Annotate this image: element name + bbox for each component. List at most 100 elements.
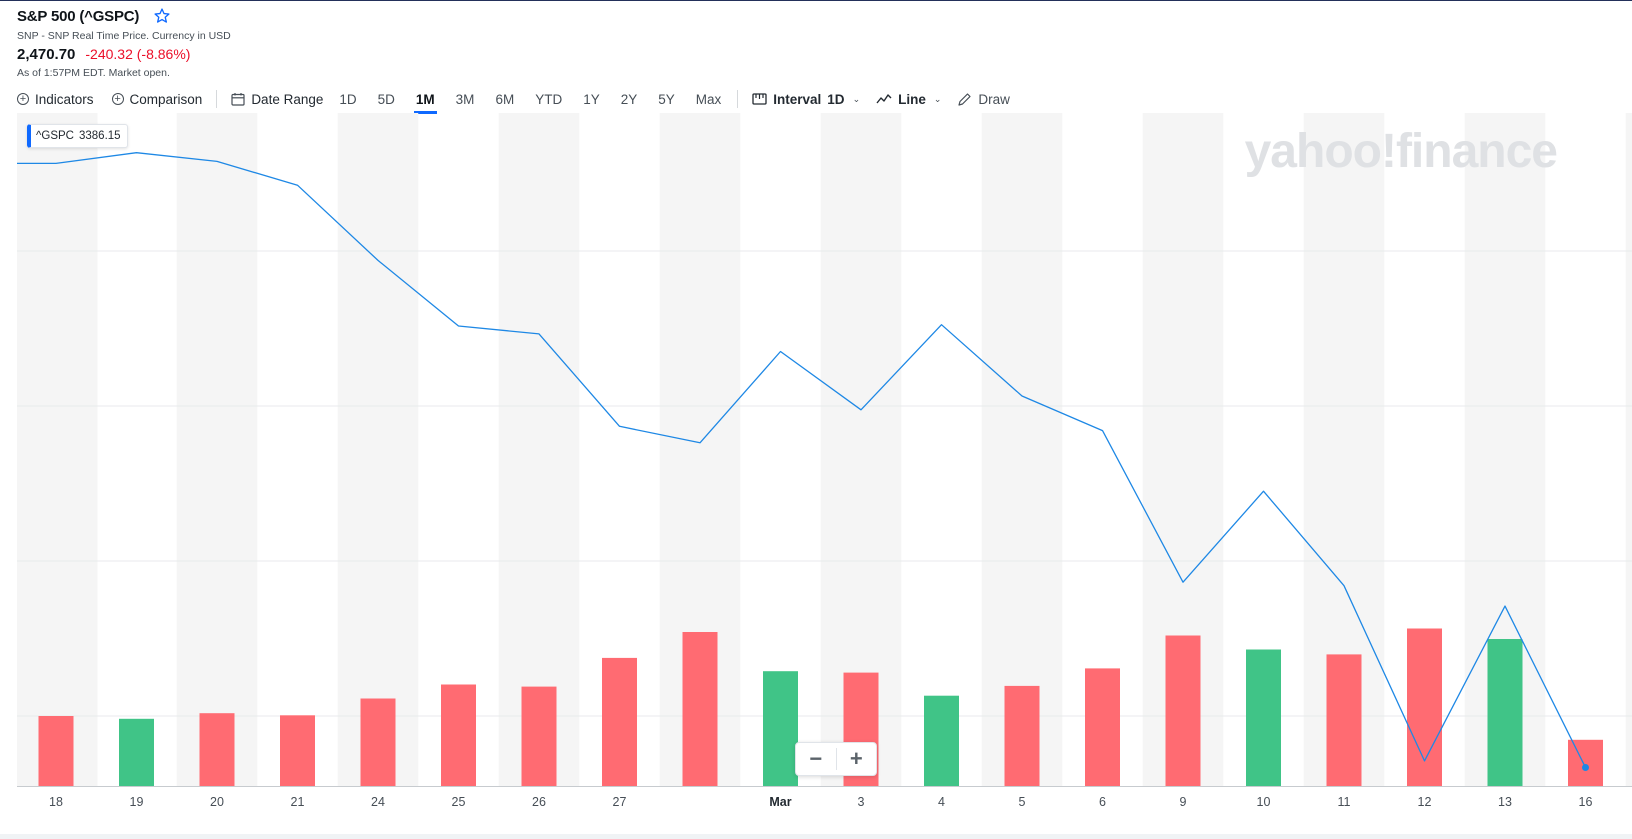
- range-button-6m[interactable]: 6M: [495, 91, 515, 107]
- toolbar-divider: [216, 90, 218, 108]
- watchlist-star-icon[interactable]: [153, 7, 171, 25]
- price-tag: ^GSPC 3386.15: [27, 124, 128, 148]
- chart-type-label: Line: [898, 91, 926, 107]
- quote-title: S&P 500 (^GSPC): [17, 7, 140, 25]
- x-tick-label: 11: [1338, 795, 1351, 809]
- top-border: [0, 0, 1632, 1]
- volume-bar: [602, 657, 637, 786]
- range-button-5y[interactable]: 5Y: [658, 91, 675, 107]
- volume-bar: [1085, 668, 1120, 786]
- column-band: [498, 113, 580, 786]
- volume-bar: [1165, 635, 1201, 786]
- date-range-label: Date Range: [251, 91, 324, 107]
- quote-header: S&P 500 (^GSPC) SNP - SNP Real Time Pric…: [17, 6, 231, 80]
- price-change: -240.32 (-8.86%): [85, 46, 191, 62]
- plus-circle-icon: +: [17, 93, 29, 105]
- comparison-label: Comparison: [129, 91, 203, 107]
- date-range-button[interactable]: Date Range: [231, 92, 323, 107]
- indicators-button[interactable]: + Indicators: [17, 92, 94, 107]
- zoom-controls: − +: [795, 742, 877, 776]
- x-tick-label: 5: [1019, 795, 1026, 809]
- price-tag-symbol: ^GSPC: [36, 130, 74, 142]
- x-tick-label: 9: [1180, 795, 1187, 809]
- x-tick-label: 12: [1418, 795, 1432, 809]
- pencil-icon: [958, 92, 972, 106]
- chevron-down-icon: ⌄: [933, 93, 942, 104]
- column-band: [337, 113, 419, 786]
- chart-toolbar: + Indicators + Comparison Date Range 1D 5…: [17, 87, 1617, 114]
- quote-subtitle: SNP - SNP Real Time Price. Currency in U…: [17, 30, 231, 42]
- column-band: [1625, 113, 1632, 786]
- range-button-1d[interactable]: 1D: [339, 91, 357, 107]
- x-tick-label: 3: [858, 795, 865, 809]
- volume-bar: [199, 713, 235, 786]
- x-tick-label: 27: [613, 795, 627, 809]
- price-chart[interactable]: yahoo!finance 18 19 20 21 24 25 26 27 Mar 3 4 5 6 9 10…: [0, 113, 1632, 813]
- range-button-max[interactable]: Max: [695, 91, 722, 107]
- chart-type-button[interactable]: Line ⌄: [876, 92, 941, 107]
- zoom-out-button[interactable]: −: [809, 746, 823, 771]
- range-buttons: 1D 5D 1M 3M 6M YTD 1Y 2Y 5Y Max: [337, 91, 723, 114]
- price-line: [17, 152, 1587, 768]
- volume-bar: [1568, 739, 1603, 786]
- as-of-timestamp: As of 1:57PM EDT. Market open.: [17, 67, 170, 79]
- draw-label: Draw: [978, 91, 1010, 107]
- range-button-1y[interactable]: 1Y: [583, 91, 600, 107]
- column-bands: [17, 113, 1632, 786]
- interval-button[interactable]: Interval 1D ⌄: [752, 92, 860, 107]
- x-tick-label: 24: [371, 795, 385, 809]
- volume-bar: [1487, 639, 1523, 786]
- price-tag-value: 3386.15: [79, 130, 121, 142]
- volume-bar: [924, 695, 959, 786]
- line-chart-icon: [876, 94, 892, 104]
- volume-bar: [682, 632, 718, 786]
- x-tick-label: 20: [210, 795, 224, 809]
- range-button-2y[interactable]: 2Y: [620, 91, 638, 107]
- zoom-in-button[interactable]: +: [849, 746, 863, 771]
- draw-button[interactable]: Draw: [957, 92, 1010, 107]
- volume-bar: [280, 715, 315, 786]
- range-button-ytd[interactable]: YTD: [535, 91, 563, 107]
- zoom-divider: [835, 748, 837, 770]
- volume-bar: [1246, 649, 1281, 786]
- chevron-down-icon: ⌄: [852, 93, 861, 104]
- toolbar-divider: [737, 90, 739, 108]
- interval-label: Interval: [773, 91, 822, 107]
- x-axis: 18 19 20 21 24 25 26 27 Mar 3 4 5 6 9 10 11 12 13 16: [17, 786, 1632, 809]
- x-tick-label: 4: [938, 795, 945, 809]
- x-tick-label: 26: [532, 795, 546, 809]
- x-tick-label: Mar: [769, 795, 791, 809]
- column-band: [176, 113, 258, 786]
- x-tick-label: 10: [1257, 795, 1271, 809]
- volume-bar: [441, 684, 476, 786]
- volume-bar: [763, 671, 798, 786]
- current-price: 2,470.70: [17, 46, 76, 63]
- range-button-1m[interactable]: 1M: [413, 91, 437, 114]
- plus-circle-icon: +: [111, 93, 124, 105]
- indicators-label: Indicators: [35, 91, 94, 107]
- volume-bar: [1326, 654, 1362, 786]
- x-tick-label: 25: [452, 795, 466, 809]
- x-tick-label: 19: [130, 795, 144, 809]
- price-line-group: [17, 152, 1589, 772]
- calendar-icon: [231, 93, 245, 106]
- x-tick-label: 6: [1099, 795, 1106, 809]
- column-band: [17, 113, 98, 786]
- range-button-3m[interactable]: 3M: [455, 91, 475, 107]
- x-tick-label: 21: [291, 795, 305, 809]
- price-point: [1582, 764, 1589, 772]
- comparison-button[interactable]: + Comparison: [111, 91, 203, 107]
- yahoo-finance-watermark: yahoo!finance: [1245, 125, 1558, 178]
- volume-bar: [360, 698, 396, 786]
- bottom-border: [0, 834, 1632, 839]
- volume-bar: [1407, 628, 1442, 786]
- ruler-icon: [752, 93, 767, 105]
- range-button-5d[interactable]: 5D: [377, 91, 395, 107]
- x-tick-label: 18: [49, 795, 63, 809]
- volume-bar: [521, 686, 557, 786]
- volume-bar: [119, 718, 154, 786]
- x-tick-label: 16: [1579, 795, 1593, 809]
- x-tick-label: 13: [1498, 795, 1512, 809]
- volume-bar: [38, 716, 74, 786]
- volume-bar: [1004, 685, 1040, 786]
